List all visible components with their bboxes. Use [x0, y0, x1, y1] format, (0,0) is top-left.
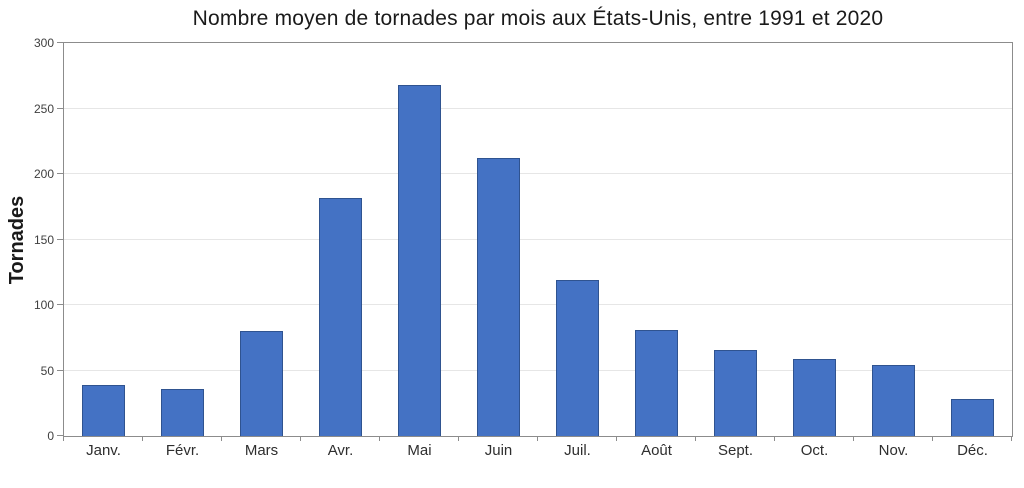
x-tick-label-nov: Nov.	[878, 442, 909, 459]
x-tick-label-avr: Avr.	[327, 442, 354, 459]
x-axis-tick	[853, 436, 854, 441]
bar-avr	[319, 197, 362, 436]
y-tick-label-200: 200	[33, 167, 54, 181]
y-tick-label-0: 0	[47, 429, 54, 443]
y-axis-tick	[57, 435, 63, 436]
bar-sept	[714, 349, 757, 436]
x-axis-tick	[774, 436, 775, 441]
y-axis-tick	[57, 108, 63, 109]
y-tick-label-250: 250	[33, 102, 54, 116]
chart-title: Nombre moyen de tornades par mois aux Ét…	[192, 7, 884, 30]
x-tick-label-juil: Juil.	[564, 442, 591, 459]
bar-déc	[951, 399, 994, 436]
gridline-50	[64, 369, 1012, 371]
y-axis-tick	[57, 370, 63, 371]
x-tick-label-févr: Févr.	[165, 442, 200, 459]
bar-juil	[556, 280, 599, 436]
y-tick-label-100: 100	[33, 298, 54, 312]
x-tick-label-janv: Janv.	[86, 442, 121, 459]
x-tick-label-juin: Juin	[484, 442, 513, 459]
bar-janv	[82, 384, 125, 436]
x-axis-tick	[458, 436, 459, 441]
bar-mars	[240, 331, 283, 436]
bar-août	[635, 329, 678, 436]
bar-févr	[161, 388, 204, 436]
y-axis-tick	[57, 173, 63, 174]
x-axis-tick	[695, 436, 696, 441]
y-axis-tick	[57, 239, 63, 240]
x-axis-tick	[616, 436, 617, 441]
x-axis-tick	[379, 436, 380, 441]
plot-area	[63, 42, 1013, 437]
y-axis-tick	[57, 304, 63, 305]
y-tick-label-300: 300	[33, 36, 54, 50]
y-tick-label-150: 150	[33, 233, 54, 247]
x-axis-tick	[932, 436, 933, 441]
x-axis-tick	[300, 436, 301, 441]
x-tick-label-sept: Sept.	[717, 442, 754, 459]
x-tick-label-oct: Oct.	[800, 442, 829, 459]
y-tick-label-50: 50	[40, 364, 54, 378]
bar-oct	[793, 358, 836, 436]
bar-nov	[872, 365, 915, 436]
x-tick-label-déc: Déc.	[957, 442, 988, 459]
x-axis-tick	[1011, 436, 1012, 441]
gridline-150	[64, 238, 1012, 240]
gridline-250	[64, 107, 1012, 109]
bar-mai	[398, 84, 441, 436]
y-axis-tick	[57, 42, 63, 43]
x-tick-label-mars: Mars	[244, 442, 279, 459]
bar-juin	[477, 158, 520, 436]
x-tick-label-mai: Mai	[407, 442, 432, 459]
x-axis-tick	[221, 436, 222, 441]
gridline-200	[64, 173, 1012, 174]
gridline-100	[64, 304, 1012, 305]
x-axis-tick	[142, 436, 143, 441]
x-axis-tick	[537, 436, 538, 441]
x-axis-tick	[63, 436, 64, 441]
x-tick-label-août: Août	[641, 442, 672, 459]
